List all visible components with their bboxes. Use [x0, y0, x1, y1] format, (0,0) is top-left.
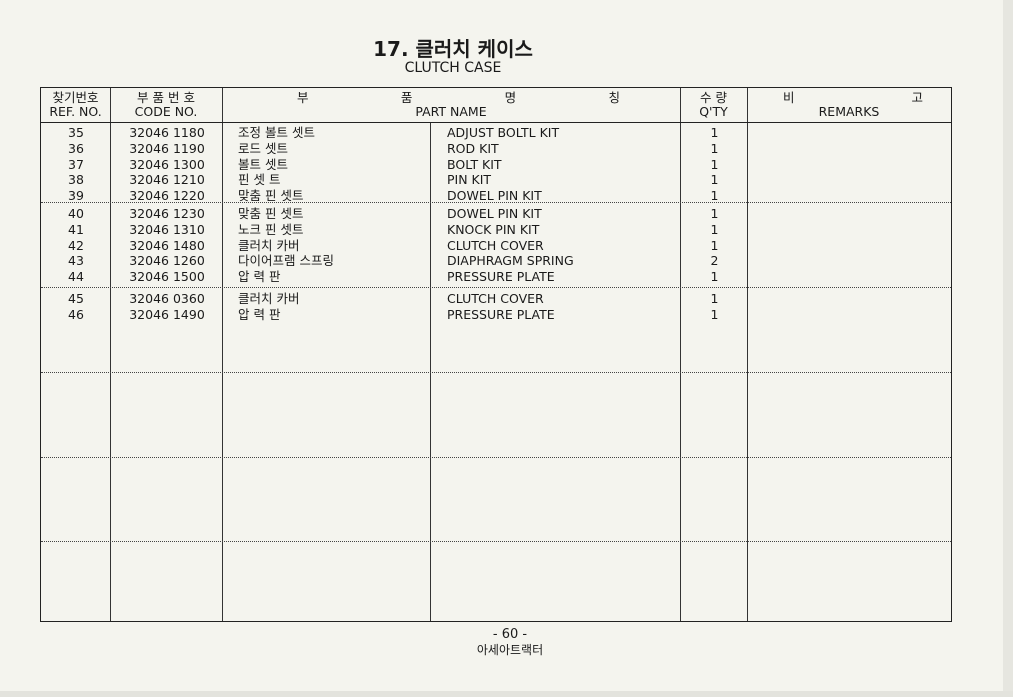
- header-qty-kr: 수 량: [700, 90, 727, 105]
- header-qty: 수 량 Q'TY: [680, 91, 747, 119]
- header-divider: [41, 122, 951, 123]
- cell-code: 32046 1220: [129, 188, 205, 204]
- cell-qty: 2: [710, 253, 719, 269]
- col-divider: [747, 88, 748, 621]
- header-remarks-kr-char: 고: [911, 90, 923, 105]
- cell-name-kr: 맞춤 핀 셋트: [238, 188, 304, 204]
- cell-name-kr: 클러치 카버: [238, 237, 300, 253]
- cell-qty: 1: [710, 125, 719, 140]
- col-divider: [680, 88, 681, 621]
- cell-ref: 39: [68, 188, 84, 204]
- page-subtitle: CLUTCH CASE: [404, 60, 502, 76]
- cell-name-en: CLUTCH COVER: [447, 237, 544, 253]
- cell-ref: 35: [68, 125, 84, 140]
- header-remarks-kr: 비 고: [747, 91, 951, 105]
- col-divider: [110, 88, 111, 621]
- cell-ref: 43: [68, 253, 84, 269]
- header-ref-kr: 찾기번호: [52, 90, 99, 105]
- cell-name-kr: 맞춤 핀 셋트: [238, 206, 304, 221]
- page-edge: [1003, 0, 1013, 697]
- cell-name-en: DOWEL PIN KIT: [447, 206, 542, 221]
- cell-name-kr: 로드 셋트: [238, 140, 288, 156]
- cell-name-en: PRESSURE PLATE: [447, 269, 555, 285]
- header-name-kr-char: 부: [297, 90, 309, 105]
- cell-name-kr: 볼트 셋트: [238, 156, 288, 172]
- row-divider: [41, 202, 951, 203]
- cell-ref: 46: [68, 306, 84, 322]
- cell-code: 32046 1230: [129, 206, 205, 221]
- cell-qty: 1: [710, 291, 719, 306]
- header-remarks-en: REMARKS: [818, 104, 880, 119]
- header-name-kr-char: 품: [400, 90, 413, 105]
- cell-qty: 1: [710, 206, 719, 221]
- cell-code: 32046 1210: [129, 172, 205, 188]
- header-qty-en: Q'TY: [699, 104, 728, 119]
- cell-code: 32046 1300: [129, 156, 205, 172]
- cell-code: 32046 1500: [129, 269, 205, 285]
- cell-ref: 41: [68, 221, 84, 237]
- page-title: 17. 클러치 케이스: [373, 37, 533, 61]
- company-name: 아세아트랙터: [476, 643, 544, 657]
- cell-name-en: ADJUST BOLTL KIT: [447, 125, 560, 140]
- cell-code: 32046 1480: [129, 237, 205, 253]
- cell-ref: 42: [68, 237, 84, 253]
- cell-ref: 44: [68, 269, 84, 285]
- cell-code: 32046 1260: [129, 253, 205, 269]
- cell-name-en: DOWEL PIN KIT: [447, 188, 542, 204]
- header-code: 부 품 번 호 CODE NO.: [110, 91, 222, 119]
- cell-ref: 40: [68, 206, 84, 221]
- header-remarks: 비 고 REMARKS: [747, 91, 951, 119]
- cell-name-en: PRESSURE PLATE: [447, 306, 555, 322]
- cell-code: 32046 1180: [129, 125, 205, 140]
- page-number: - 60 -: [492, 627, 528, 642]
- cell-qty: 1: [710, 156, 719, 172]
- cell-qty: 1: [710, 140, 719, 156]
- header-name-kr: 부 품 명 칭: [222, 91, 680, 105]
- cell-name-kr: 조정 볼트 셋트: [238, 125, 315, 140]
- cell-name-en: DIAPHRAGM SPRING: [447, 253, 574, 269]
- cell-name-en: KNOCK PIN KIT: [447, 221, 540, 237]
- col-divider: [222, 88, 223, 621]
- cell-code: 32046 0360: [129, 291, 205, 306]
- cell-ref: 36: [68, 140, 84, 156]
- row-divider: [41, 372, 951, 373]
- cell-qty: 1: [710, 221, 719, 237]
- cell-name-kr: 핀 셋 트: [238, 172, 281, 188]
- header-ref: 찾기번호 REF. NO.: [41, 91, 110, 119]
- header-code-en: CODE NO.: [134, 104, 198, 119]
- cell-name-en: CLUTCH COVER: [447, 291, 544, 306]
- cell-qty: 1: [710, 188, 719, 204]
- cell-name-en: PIN KIT: [447, 172, 492, 188]
- cell-name-kr: 클러치 카버: [238, 291, 300, 306]
- header-name-kr-char: 칭: [608, 90, 620, 105]
- header-name-en: PART NAME: [415, 104, 487, 119]
- row-divider: [41, 287, 951, 288]
- cell-ref: 38: [68, 172, 84, 188]
- cell-name-kr: 압 력 판: [238, 269, 281, 285]
- cell-name-kr: 압 력 판: [238, 306, 281, 322]
- cell-qty: 1: [710, 306, 719, 322]
- cell-code: 32046 1310: [129, 221, 205, 237]
- header-ref-en: REF. NO.: [49, 104, 102, 119]
- row-divider: [41, 457, 951, 458]
- cell-ref: 37: [68, 156, 84, 172]
- cell-name-kr: 다이어프램 스프링: [238, 253, 334, 269]
- cell-qty: 1: [710, 237, 719, 253]
- cell-code: 32046 1190: [129, 140, 205, 156]
- cell-ref: 45: [68, 291, 84, 306]
- page-edge-bottom: [0, 691, 1013, 697]
- cell-name-en: BOLT KIT: [447, 156, 502, 172]
- header-code-kr: 부 품 번 호: [137, 90, 195, 105]
- header-name-kr-char: 명: [504, 90, 517, 105]
- cell-qty: 1: [710, 172, 719, 188]
- cell-name-en: ROD KIT: [447, 140, 499, 156]
- cell-name-kr: 노크 핀 셋트: [238, 221, 304, 237]
- row-divider: [41, 541, 951, 542]
- cell-code: 32046 1490: [129, 306, 205, 322]
- parts-table: 찾기번호 REF. NO. 부 품 번 호 CODE NO. 부 품 명 칭 P…: [40, 87, 952, 622]
- cell-qty: 1: [710, 269, 719, 285]
- header-remarks-kr-char: 비: [783, 90, 795, 105]
- header-part-name: 부 품 명 칭 PART NAME: [222, 91, 680, 119]
